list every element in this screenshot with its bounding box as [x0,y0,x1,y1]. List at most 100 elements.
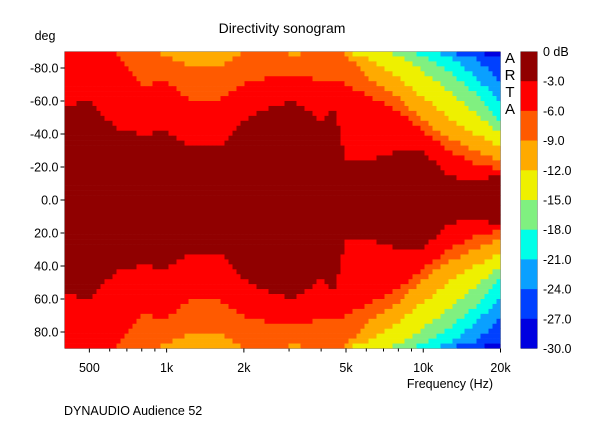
heatmap-cell [188,234,193,240]
heatmap-cell [284,333,289,339]
heatmap-cell [376,130,381,136]
heatmap-cell [360,234,365,240]
heatmap-cell [132,76,137,82]
heatmap-cell [352,130,357,136]
heatmap-cell [276,264,281,270]
heatmap-cell [172,175,177,181]
heatmap-cell [388,190,393,196]
heatmap-cell [88,274,93,280]
heatmap-cell [168,249,173,255]
heatmap-cell [136,56,141,62]
heatmap-cell [240,130,245,136]
heatmap-cell [352,155,357,161]
heatmap-cell [308,333,313,339]
heatmap-cell [176,294,181,300]
heatmap-cell [360,145,365,151]
heatmap-cell [324,244,329,250]
heatmap-cell [144,105,149,112]
heatmap-cell [64,175,69,181]
heatmap-cell [184,318,189,325]
heatmap-cell [308,61,313,67]
heatmap-cell [204,204,209,211]
heatmap-cell [380,51,385,57]
heatmap-cell [284,259,289,265]
heatmap-cell [284,155,289,161]
heatmap-cell [228,66,233,72]
heatmap-cell [128,150,133,156]
heatmap-cell [200,308,205,315]
heatmap-cell [252,130,257,136]
heatmap-cell [376,105,381,112]
heatmap-cell [172,66,177,72]
heatmap-cell [188,160,193,166]
heatmap-cell [312,328,317,334]
heatmap-cell [360,209,365,216]
heatmap-cell [376,269,381,275]
heatmap-cell [164,130,169,136]
heatmap-cell [100,294,105,300]
heatmap-cell [364,338,369,344]
heatmap-cell [344,185,349,191]
heatmap-cell [92,150,97,156]
heatmap-cell [332,333,337,339]
heatmap-cell [304,160,309,166]
heatmap-cell [100,219,105,226]
heatmap-cell [268,195,273,201]
heatmap-cell [172,333,177,339]
heatmap-cell [300,195,305,201]
heatmap-cell [356,284,361,290]
heatmap-cell [152,318,157,325]
heatmap-cell [92,219,97,226]
heatmap-cell [356,110,361,117]
heatmap-cell [68,71,73,77]
heatmap-cell [344,234,349,240]
heatmap-cell [192,274,197,280]
heatmap-cell [288,333,293,339]
heatmap-cell [320,190,325,196]
heatmap-cell [332,115,337,122]
heatmap-cell [368,145,373,151]
heatmap-cell [396,101,401,107]
heatmap-cell [208,56,213,62]
heatmap-cell [260,308,265,315]
heatmap-cell [176,145,181,151]
heatmap-cell [160,145,165,151]
heatmap-cell [112,264,117,270]
heatmap-cell [124,308,129,315]
heatmap-cell [220,160,225,166]
heatmap-cell [264,160,269,166]
heatmap-cell [372,308,377,315]
heatmap-cell [216,299,221,305]
heatmap-cell [312,204,317,211]
heatmap-cell [204,61,209,67]
heatmap-cell [92,269,97,275]
heatmap-cell [304,249,309,255]
heatmap-cell [188,86,193,92]
heatmap-cell [84,279,89,285]
heatmap-cell [364,279,369,285]
heatmap-cell [148,66,153,72]
heatmap-cell [164,209,169,216]
heatmap-cell [176,318,181,325]
heatmap-cell [68,299,73,305]
heatmap-cell [156,185,161,191]
heatmap-cell [204,130,209,136]
heatmap-cell [140,289,145,295]
heatmap-cell [148,81,153,87]
heatmap-cell [292,313,297,320]
heatmap-cell [224,115,229,122]
heatmap-cell [312,190,317,196]
heatmap-cell [300,150,305,156]
heatmap-cell [104,209,109,216]
heatmap-cell [188,105,193,112]
heatmap-cell [212,318,217,325]
heatmap-cell [260,239,265,245]
heatmap-cell [76,101,81,107]
heatmap-cell [264,150,269,156]
heatmap-cell [356,81,361,87]
heatmap-cell [152,333,157,339]
heatmap-cell [388,294,393,300]
heatmap-cell [84,195,89,201]
heatmap-cell [344,299,349,305]
heatmap-cell [380,343,385,349]
